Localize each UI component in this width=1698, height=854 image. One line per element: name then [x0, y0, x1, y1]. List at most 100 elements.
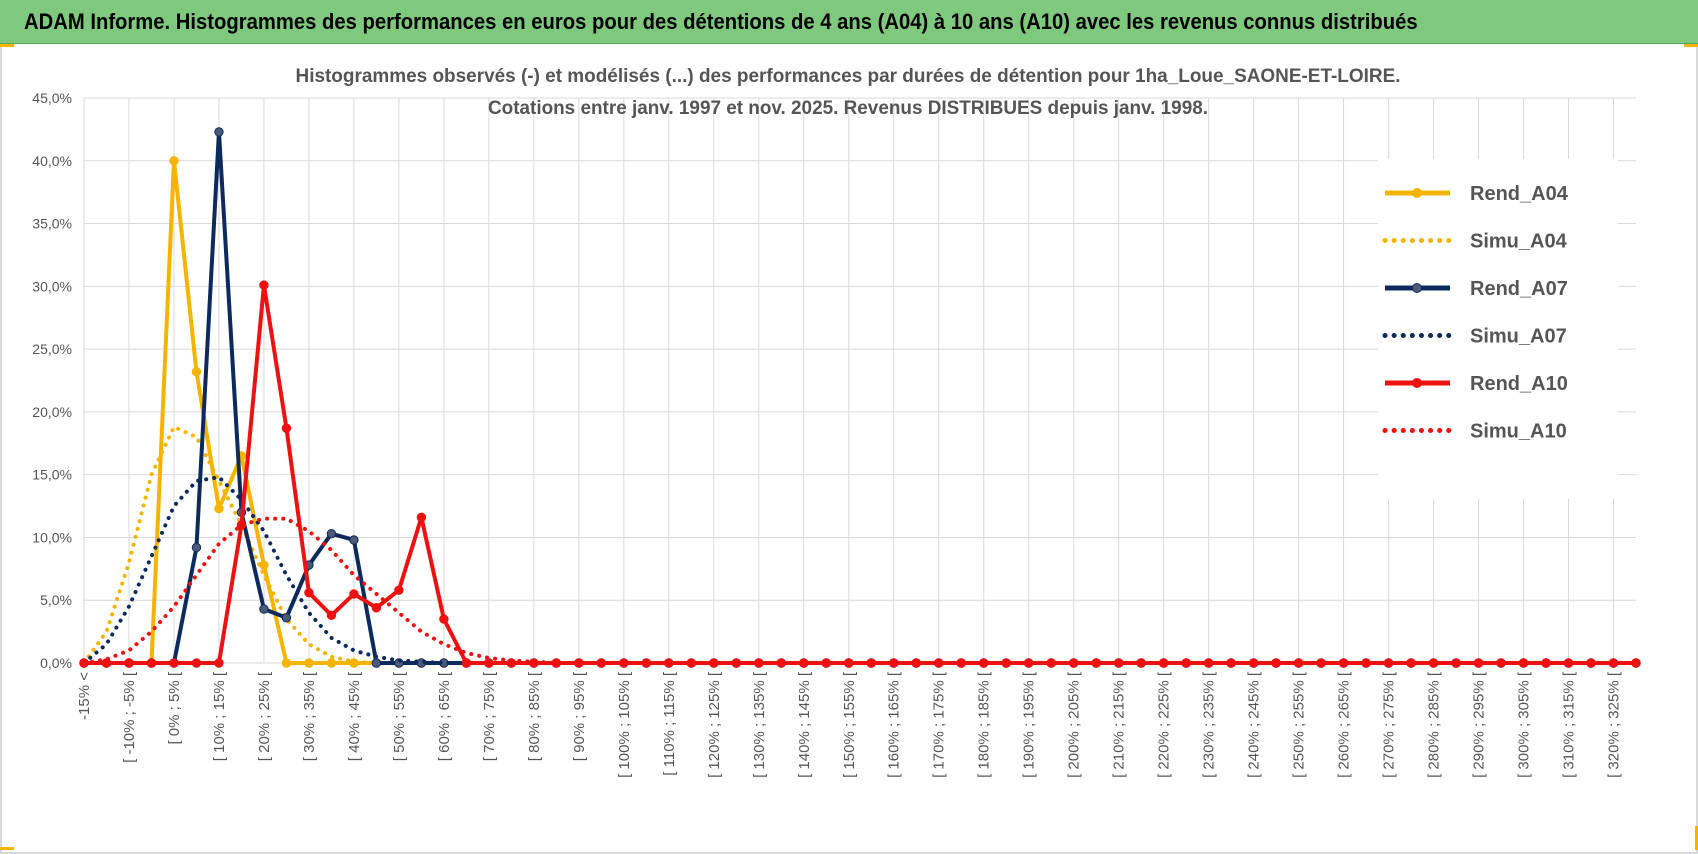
chart-subtitle: Cotations entre janv. 1997 et nov. 2025.… — [488, 98, 1208, 119]
x-tick-label: [ 10% ; 15% [ — [211, 671, 228, 761]
x-tick-label: [ 60% ; 65% [ — [436, 671, 453, 761]
x-tick-label: [ 210% ; 215% [ — [1111, 671, 1128, 778]
x-tick-label: [ 90% ; 95% [ — [571, 671, 588, 761]
legend-label: Rend_A07 — [1470, 278, 1568, 300]
data-point-rend-a10 — [146, 658, 157, 668]
data-point-rend-a10 — [214, 658, 224, 668]
data-point-rend-a10 — [349, 589, 359, 599]
legend-label: Rend_A10 — [1470, 373, 1568, 395]
x-tick-label: [ 300% ; 305% [ — [1516, 671, 1533, 778]
data-point-rend-a04 — [259, 560, 269, 570]
data-point-rend-a07 — [326, 528, 337, 539]
x-tick-label: [ -10% ; -5% [ — [121, 671, 138, 763]
legend-marker — [1412, 378, 1422, 388]
x-tick-label: [ 190% ; 195% [ — [1021, 671, 1038, 778]
x-axis-tick-labels: -15% < [ -10% ; -5% [ [ 0% ; 5% [ [ 10% ; 1… — [76, 671, 1623, 778]
corner-mark-bottom-right — [1695, 826, 1698, 850]
x-tick-label: [ 20% ; 25% [ — [256, 671, 273, 761]
corner-mark-top-right — [1684, 44, 1698, 47]
x-tick-label: [ 0% ; 5% [ — [166, 671, 183, 744]
x-tick-label: [ 150% ; 155% [ — [841, 671, 858, 778]
x-tick-label: [ 250% ; 255% [ — [1291, 671, 1308, 778]
legend-label: Simu_A10 — [1470, 421, 1567, 443]
title-banner: ADAM Informe. Histogrammes des performan… — [0, 0, 1698, 44]
data-point-rend-a04 — [304, 658, 314, 668]
x-tick-label: -15% < — [76, 672, 93, 720]
y-tick-label: 10,0% — [32, 529, 72, 545]
data-point-rend-a10 — [371, 603, 382, 613]
x-tick-label: [ 310% ; 315% [ — [1561, 671, 1578, 778]
y-tick-label: 0,0% — [40, 655, 72, 671]
data-point-rend-a10 — [169, 658, 179, 668]
data-point-rend-a04 — [214, 503, 224, 514]
x-tick-label: [ 220% ; 225% [ — [1156, 671, 1173, 778]
x-tick-label: [ 80% ; 85% [ — [526, 671, 543, 761]
data-point-rend-a04 — [169, 156, 179, 166]
y-tick-label: 15,0% — [32, 467, 72, 483]
data-point-rend-a10 — [326, 610, 337, 620]
x-tick-label: [ 30% ; 35% [ — [301, 671, 318, 761]
data-point-rend-a10 — [394, 585, 404, 595]
x-tick-label: [ 140% ; 145% [ — [796, 671, 813, 778]
chart-frame — [0, 44, 1698, 854]
x-tick-label: [ 260% ; 265% [ — [1336, 671, 1353, 778]
legend-label: Simu_A04 — [1470, 231, 1568, 253]
data-point-rend-a10 — [304, 587, 314, 598]
data-point-rend-a07 — [349, 535, 359, 545]
x-tick-label: [ 230% ; 235% [ — [1201, 671, 1218, 778]
y-axis-tick-labels: 0,0% 5,0% 10,0% 15,0% 20,0% 25,0% 30,0% 35,0% 40… — [32, 90, 72, 671]
data-point-rend-a10 — [1631, 658, 1641, 668]
data-point-rend-a10 — [281, 423, 292, 433]
series-line-simu-a07 — [82, 475, 1638, 665]
data-point-rend-a10 — [191, 658, 202, 668]
corner-mark-top-left — [0, 44, 14, 47]
x-tick-label: [ 320% ; 325% [ — [1606, 671, 1623, 778]
data-point-rend-a10 — [484, 658, 494, 668]
x-tick-label: [ 70% ; 75% [ — [481, 671, 498, 761]
data-point-rend-a10 — [461, 658, 472, 668]
data-point-rend-a07 — [281, 613, 292, 623]
x-tick-label: [ 280% ; 285% [ — [1426, 671, 1443, 778]
legend: Rend_A04 Simu_A04 Rend_A07 Simu_A07 Rend_A10… — [1378, 159, 1618, 499]
data-point-rend-a10 — [416, 512, 427, 523]
legend-label: Simu_A07 — [1470, 326, 1567, 348]
y-tick-label: 30,0% — [32, 278, 72, 294]
y-tick-label: 35,0% — [32, 216, 72, 232]
data-point-rend-a07 — [259, 604, 269, 614]
histogram-chart: 0,0% 5,0% 10,0% 15,0% 20,0% 25,0% 30,0% 35,0% 40… — [32, 66, 1641, 778]
x-tick-label: [ 130% ; 135% [ — [751, 671, 768, 778]
y-tick-label: 40,0% — [32, 153, 72, 169]
y-tick-label: 5,0% — [40, 592, 72, 608]
data-point-rend-a07 — [214, 127, 224, 137]
data-point-rend-a07 — [371, 658, 382, 668]
data-point-rend-a07 — [191, 542, 202, 553]
data-point-rend-a04 — [191, 367, 202, 377]
data-point-rend-a04 — [326, 658, 337, 668]
chart-title: Histogrammes observés (-) et modélisés (… — [296, 66, 1401, 87]
data-point-rend-a10 — [439, 614, 449, 624]
y-tick-label: 45,0% — [32, 90, 72, 106]
x-tick-label: [ 120% ; 125% [ — [706, 671, 723, 778]
report-title: ADAM Informe. Histogrammes des performan… — [24, 9, 1418, 34]
x-tick-label: [ 180% ; 185% [ — [976, 671, 993, 778]
series-line-simu-a10 — [82, 516, 1638, 665]
data-point-rend-a04 — [281, 658, 292, 668]
x-tick-label: [ 160% ; 165% [ — [886, 671, 903, 778]
series-lines — [79, 127, 1641, 668]
x-tick-label: [ 170% ; 175% [ — [931, 671, 948, 778]
x-tick-label: [ 240% ; 245% [ — [1246, 671, 1263, 778]
data-point-rend-a10 — [259, 280, 269, 290]
x-tick-label: [ 290% ; 295% [ — [1471, 671, 1488, 778]
y-tick-label: 25,0% — [32, 341, 72, 357]
x-tick-label: [ 200% ; 205% [ — [1066, 671, 1083, 778]
x-tick-label: [ 50% ; 55% [ — [391, 671, 408, 761]
x-tick-label: [ 110% ; 115% [ — [661, 671, 678, 776]
legend-marker — [1412, 283, 1422, 293]
x-tick-label: [ 40% ; 45% [ — [346, 671, 363, 761]
x-tick-label: [ 270% ; 275% [ — [1381, 671, 1398, 778]
legend-background — [1378, 159, 1618, 499]
data-point-rend-a10 — [124, 658, 134, 668]
y-tick-label: 20,0% — [32, 404, 72, 420]
legend-label: Rend_A04 — [1470, 183, 1569, 205]
x-tick-label: [ 100% ; 105% [ — [616, 671, 633, 778]
